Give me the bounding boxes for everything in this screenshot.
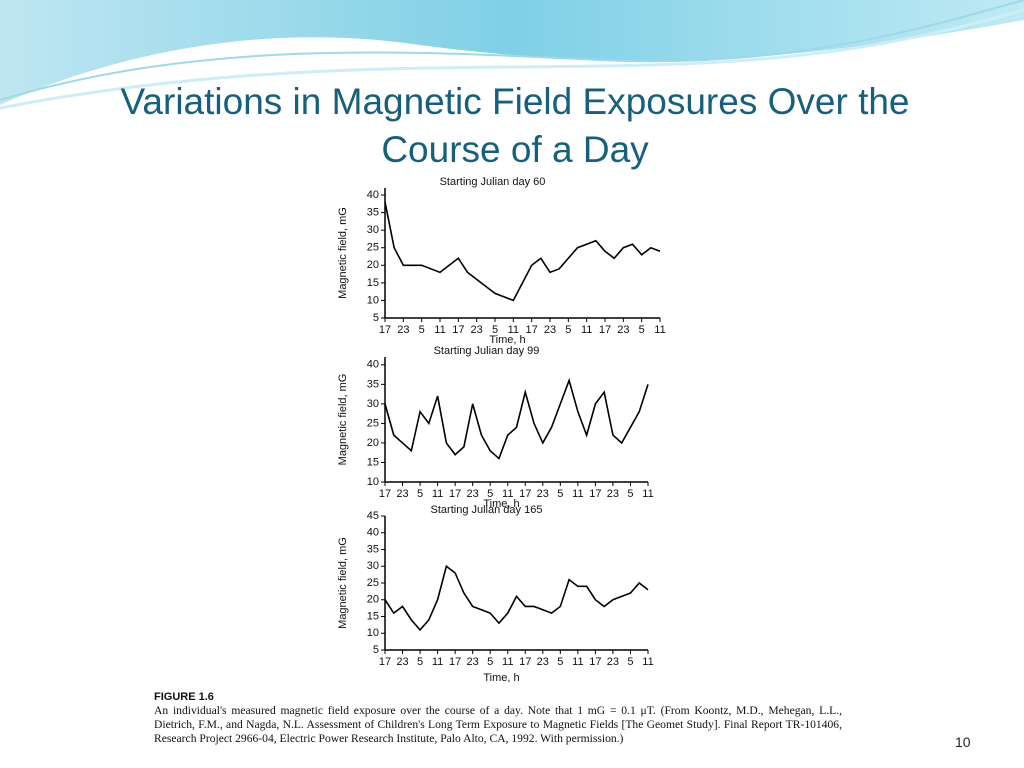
x-tick-label: 23: [467, 656, 479, 668]
x-tick-label: 17: [519, 488, 531, 500]
x-tick-label: 5: [565, 324, 571, 336]
x-tick-label: 23: [471, 324, 483, 336]
y-tick-label: 40: [367, 189, 379, 201]
x-tick-label: 11: [654, 324, 665, 336]
x-tick-label: 23: [397, 324, 409, 336]
y-tick-label: 30: [367, 560, 379, 572]
y-tick-label: 10: [367, 476, 379, 488]
x-tick-label: 11: [502, 656, 513, 668]
y-tick-label: 45: [367, 510, 379, 522]
y-axis-label: Magnetic field, mG: [337, 207, 349, 299]
x-tick-label: 17: [519, 656, 531, 668]
x-tick-label: 5: [487, 656, 493, 668]
chart-subtitle: Starting Julian day 60: [440, 176, 546, 188]
x-tick-label: 23: [396, 656, 408, 668]
y-tick-label: 15: [367, 610, 379, 622]
x-tick-label: 5: [419, 324, 425, 336]
y-tick-label: 40: [367, 359, 379, 371]
y-tick-label: 20: [367, 594, 379, 606]
y-tick-label: 40: [367, 527, 379, 539]
y-tick-label: 35: [367, 378, 379, 390]
x-tick-label: 5: [492, 324, 498, 336]
x-tick-label: 11: [508, 324, 519, 336]
x-tick-label: 17: [452, 324, 464, 336]
y-tick-label: 10: [367, 627, 379, 639]
header-waves: [0, 0, 1024, 110]
chart-subtitle: Starting Julian day 165: [431, 504, 543, 516]
x-tick-label: 5: [417, 656, 423, 668]
x-tick-label: 5: [627, 656, 633, 668]
x-tick-label: 11: [432, 488, 443, 500]
x-tick-label: 11: [572, 488, 583, 500]
x-tick-label: 11: [642, 488, 653, 500]
y-tick-label: 15: [367, 277, 379, 289]
x-tick-label: 17: [379, 324, 391, 336]
x-tick-label: 23: [467, 488, 479, 500]
y-tick-label: 5: [373, 644, 379, 656]
data-line: [384, 564, 649, 632]
x-tick-label: 23: [396, 488, 408, 500]
x-tick-label: 11: [434, 324, 445, 336]
y-tick-label: 20: [367, 437, 379, 449]
x-tick-label: 17: [379, 488, 391, 500]
page-number: 10: [955, 734, 971, 750]
slide-title: Variations in Magnetic Field Exposures O…: [120, 81, 910, 170]
x-tick-label: 5: [627, 488, 633, 500]
x-tick-label: 23: [537, 488, 549, 500]
chart-subtitle: Starting Julian day 99: [434, 345, 540, 357]
x-tick-label: 5: [557, 656, 563, 668]
x-tick-label: 5: [417, 488, 423, 500]
x-tick-label: 11: [581, 324, 592, 336]
y-tick-label: 25: [367, 577, 379, 589]
figure-label: FIGURE 1.6: [154, 691, 214, 703]
x-tick-label: 5: [639, 324, 645, 336]
y-tick-label: 35: [367, 543, 379, 555]
y-tick-label: 30: [367, 224, 379, 236]
x-tick-label: 17: [379, 656, 391, 668]
y-tick-label: 25: [367, 242, 379, 254]
y-tick-label: 25: [367, 417, 379, 429]
x-axis-label: Time, h: [483, 498, 519, 510]
y-axis-label: Magnetic field, mG: [337, 537, 349, 629]
y-tick-label: 30: [367, 398, 379, 410]
y-tick-label: 15: [367, 456, 379, 468]
data-line: [384, 377, 649, 460]
x-tick-label: 17: [589, 488, 601, 500]
data-line: [384, 201, 661, 302]
x-tick-label: 23: [607, 656, 619, 668]
x-tick-label: 23: [607, 488, 619, 500]
x-tick-label: 11: [572, 656, 583, 668]
x-tick-label: 23: [537, 656, 549, 668]
y-tick-label: 10: [367, 294, 379, 306]
x-tick-label: 5: [487, 488, 493, 500]
x-tick-label: 17: [589, 656, 601, 668]
x-tick-label: 23: [544, 324, 556, 336]
x-axis-label: Time, h: [483, 672, 519, 684]
x-axis-label: Time, h: [489, 334, 525, 346]
y-tick-label: 35: [367, 207, 379, 219]
y-axis-label: Magnetic field, mG: [337, 374, 349, 466]
x-tick-label: 17: [449, 488, 461, 500]
x-tick-label: 17: [599, 324, 611, 336]
caption-text: An individual's measured magnetic field …: [154, 704, 842, 745]
y-tick-label: 20: [367, 259, 379, 271]
figure: [148, 182, 842, 768]
x-tick-label: 23: [617, 324, 629, 336]
x-tick-label: 5: [557, 488, 563, 500]
x-tick-label: 11: [432, 656, 443, 668]
x-tick-label: 17: [449, 656, 461, 668]
y-tick-label: 5: [373, 312, 379, 324]
x-tick-label: 11: [502, 488, 513, 500]
x-tick-label: 11: [642, 656, 653, 668]
x-tick-label: 17: [526, 324, 538, 336]
caption: FIGURE 1.6 An individual's measured magne…: [154, 690, 842, 746]
